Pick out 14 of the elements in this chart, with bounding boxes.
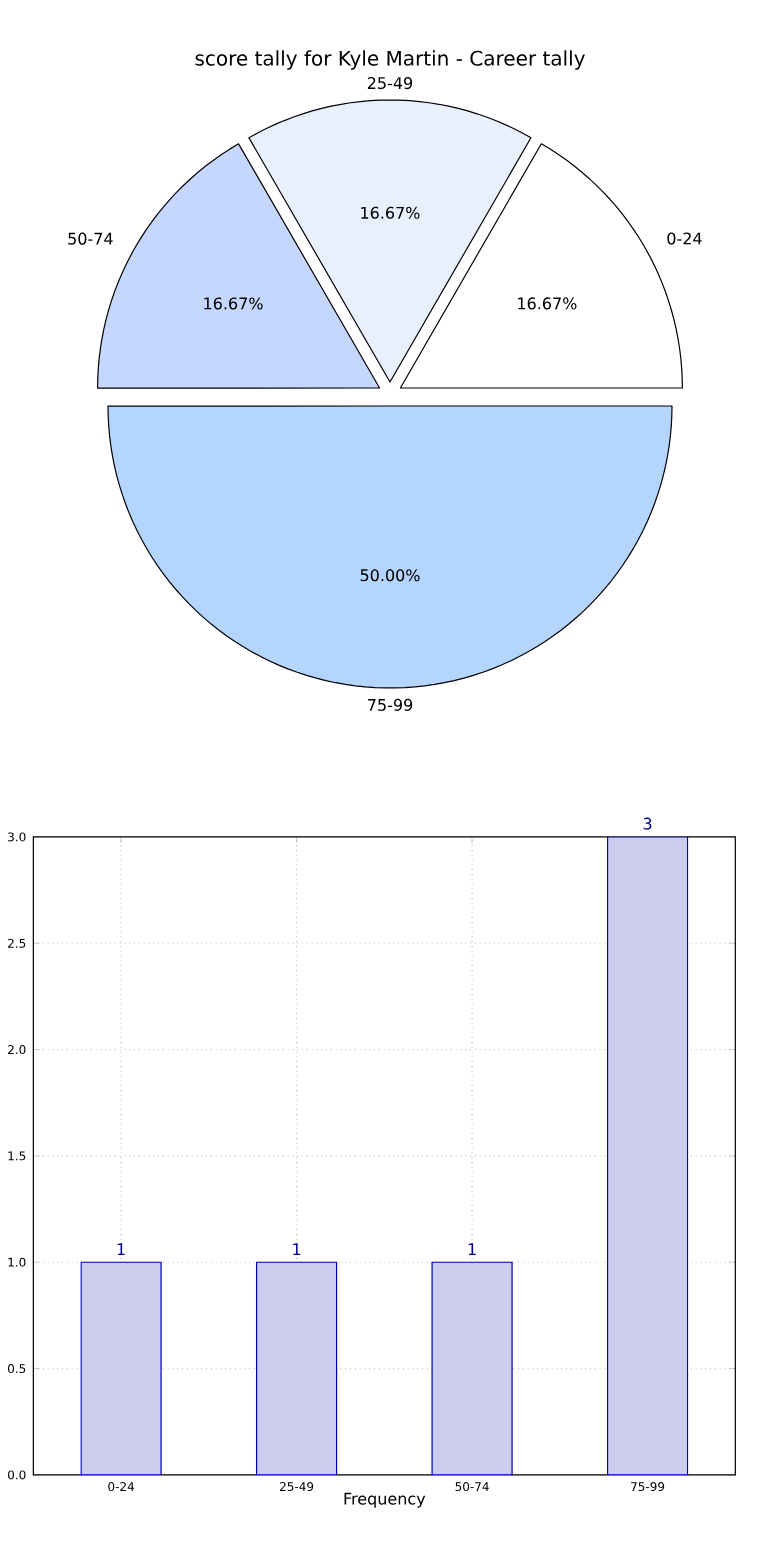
slice-label: 25-49 xyxy=(367,77,413,90)
data-label: 16.67% xyxy=(361,206,420,219)
x-axis-title: Frequency xyxy=(344,1492,426,1508)
chart-title: score tally for Kyle Martin - Career tally xyxy=(195,50,585,70)
data-label: 1 xyxy=(293,1243,301,1255)
slice-label: 75-99 xyxy=(368,698,413,711)
data-label: 16.67% xyxy=(204,297,263,310)
data-label: 1 xyxy=(468,1243,476,1255)
slice-label: 50-74 xyxy=(68,232,113,245)
data-label: 16.67% xyxy=(518,297,577,310)
data-label: 3 xyxy=(643,817,652,830)
data-label: 1 xyxy=(117,1243,125,1255)
slice-label: 0-24 xyxy=(667,232,702,245)
data-label: 50.00% xyxy=(360,569,420,582)
